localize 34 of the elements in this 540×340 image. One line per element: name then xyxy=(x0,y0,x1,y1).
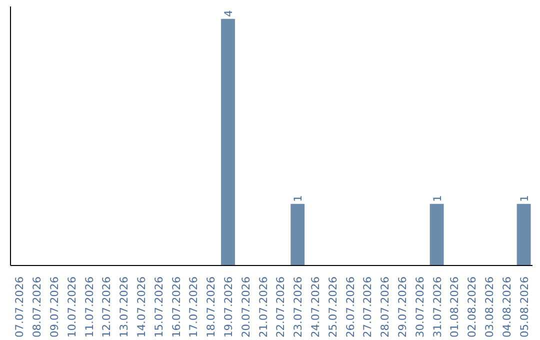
x-tick-label: 22.07.2026 xyxy=(274,276,288,338)
x-tick-label: 13.07.2026 xyxy=(118,276,131,338)
x-tick-label: 01.08.2026 xyxy=(448,276,462,338)
x-tick-label: 23.07.2026 xyxy=(292,276,305,338)
x-tick-label: 26.07.2026 xyxy=(344,276,357,338)
x-tick-label: 04.08.2026 xyxy=(500,276,514,338)
x-tick-label: 18.07.2026 xyxy=(204,276,218,338)
x-tick-label: 15.07.2026 xyxy=(152,276,166,338)
data-label: 1 xyxy=(292,195,305,202)
x-tick-label: 16.07.2026 xyxy=(170,276,183,338)
x-tick-label: 19.07.2026 xyxy=(222,276,235,338)
x-tick-label: 21.07.2026 xyxy=(256,276,270,338)
x-tick-label: 24.07.2026 xyxy=(309,276,322,338)
x-tick-label: 03.08.2026 xyxy=(483,276,496,338)
x-tick-label: 09.07.2026 xyxy=(48,276,61,338)
x-tick-label: 20.07.2026 xyxy=(239,276,252,338)
x-tick-label: 02.08.2026 xyxy=(466,276,479,338)
x-tick-label: 27.07.2026 xyxy=(361,276,374,338)
x-tick-label: 31.07.2026 xyxy=(430,276,444,338)
data-label: 1 xyxy=(430,195,444,202)
x-tick-label: 07.07.2026 xyxy=(13,276,26,338)
x-tick-label: 30.07.2026 xyxy=(413,276,426,338)
x-tick-label: 25.07.2026 xyxy=(326,276,340,338)
x-tick-label: 28.07.2026 xyxy=(378,276,392,338)
x-tick-label: 29.07.2026 xyxy=(396,276,409,338)
x-tick-label: 12.07.2026 xyxy=(100,276,114,338)
x-tick-label: 08.07.2026 xyxy=(30,276,44,338)
data-label: 4 xyxy=(222,10,235,17)
x-tick-label: 14.07.2026 xyxy=(135,276,148,338)
x-tick-label: 11.07.2026 xyxy=(82,276,96,338)
x-tick-label: 17.07.2026 xyxy=(187,276,200,338)
x-tick-label: 10.07.2026 xyxy=(65,276,78,338)
x-tick-label: 05.08.2026 xyxy=(518,276,531,338)
data-label: 1 xyxy=(518,195,531,202)
